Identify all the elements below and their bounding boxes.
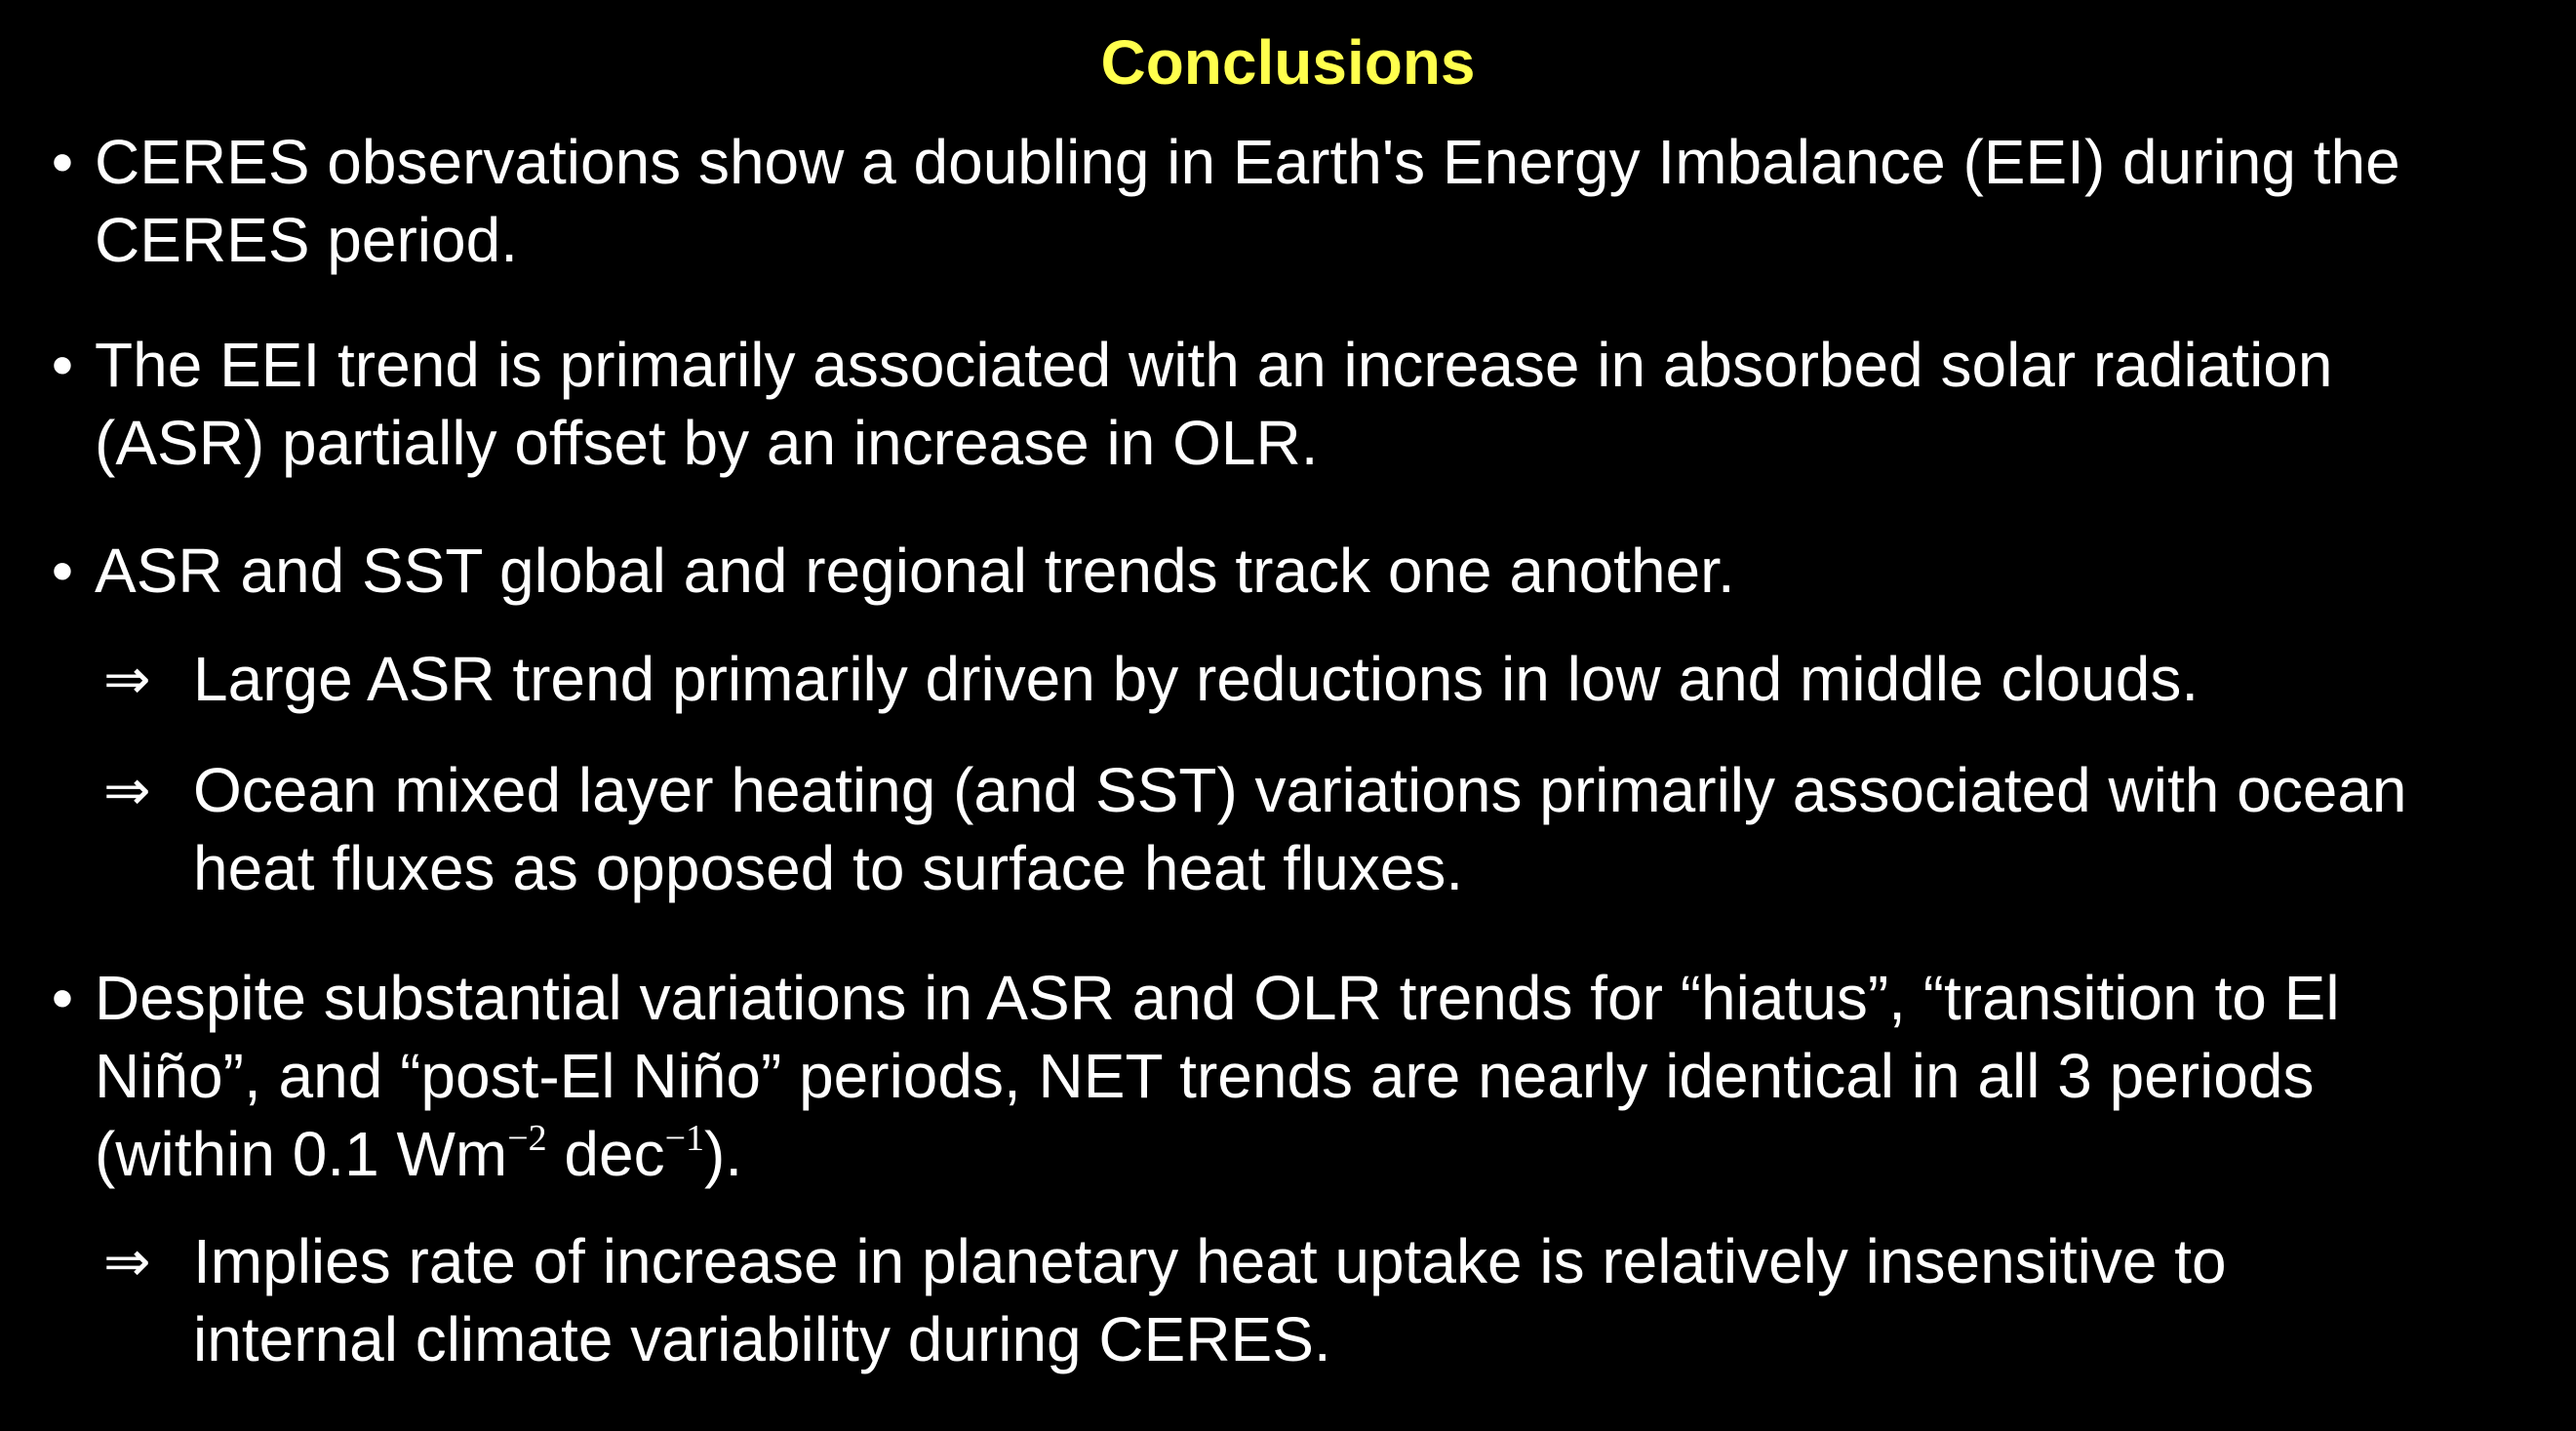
bullet-line-units: (within 0.1 Wm−2 dec−1). <box>95 1115 2540 1193</box>
bullet-line: The EEI trend is primarily associated wi… <box>95 330 2333 400</box>
sub-bullet-item-2: ⇒ Ocean mixed layer heating (and SST) va… <box>103 751 2542 907</box>
bullet-line: CERES observations show a doubling in Ea… <box>95 127 2400 197</box>
implies-arrow-icon: ⇒ <box>103 757 151 823</box>
sub-bullet-line: Large ASR trend primarily driven by redu… <box>193 644 2200 714</box>
units-superscript-2: −1 <box>664 1118 705 1159</box>
bullet-line: Despite substantial variations in ASR an… <box>95 963 2340 1033</box>
implies-arrow-icon: ⇒ <box>103 1228 151 1294</box>
sub-bullet-line: internal climate variability during CERE… <box>193 1304 1331 1374</box>
sub-bullet-item-1: ⇒ Large ASR trend primarily driven by re… <box>103 640 2542 718</box>
bullet-item-2: • The EEI trend is primarily associated … <box>43 326 2540 482</box>
bullet-line: Niño”, and “post-El Niño” periods, NET t… <box>95 1041 2315 1111</box>
sub-bullet-line: heat fluxes as opposed to surface heat f… <box>193 833 1464 903</box>
units-text-pre: (within 0.1 Wm <box>95 1119 508 1189</box>
units-text-post: ). <box>704 1119 743 1189</box>
bullet-line: (ASR) partially offset by an increase in… <box>95 408 1319 478</box>
units-text-mid: dec <box>546 1119 665 1189</box>
implies-arrow-icon: ⇒ <box>103 646 151 712</box>
bullet-item-3: • ASR and SST global and regional trends… <box>43 532 2540 610</box>
bullet-item-4: • Despite substantial variations in ASR … <box>43 959 2540 1193</box>
bullet-line: CERES period. <box>95 205 518 275</box>
sub-bullet-line: Ocean mixed layer heating (and SST) vari… <box>193 755 2407 825</box>
sub-bullet-item-3: ⇒ Implies rate of increase in planetary … <box>103 1222 2542 1378</box>
bullet-line: ASR and SST global and regional trends t… <box>95 536 1735 606</box>
slide-title: Conclusions <box>1100 27 1476 98</box>
bullet-dot: • <box>51 330 74 400</box>
bullet-item-1: • CERES observations show a doubling in … <box>43 123 2540 279</box>
units-superscript-1: −2 <box>507 1118 547 1159</box>
bullet-dot: • <box>51 536 74 606</box>
bullet-dot: • <box>51 127 74 197</box>
sub-bullet-line: Implies rate of increase in planetary he… <box>193 1226 2227 1296</box>
bullet-dot: • <box>51 963 74 1033</box>
